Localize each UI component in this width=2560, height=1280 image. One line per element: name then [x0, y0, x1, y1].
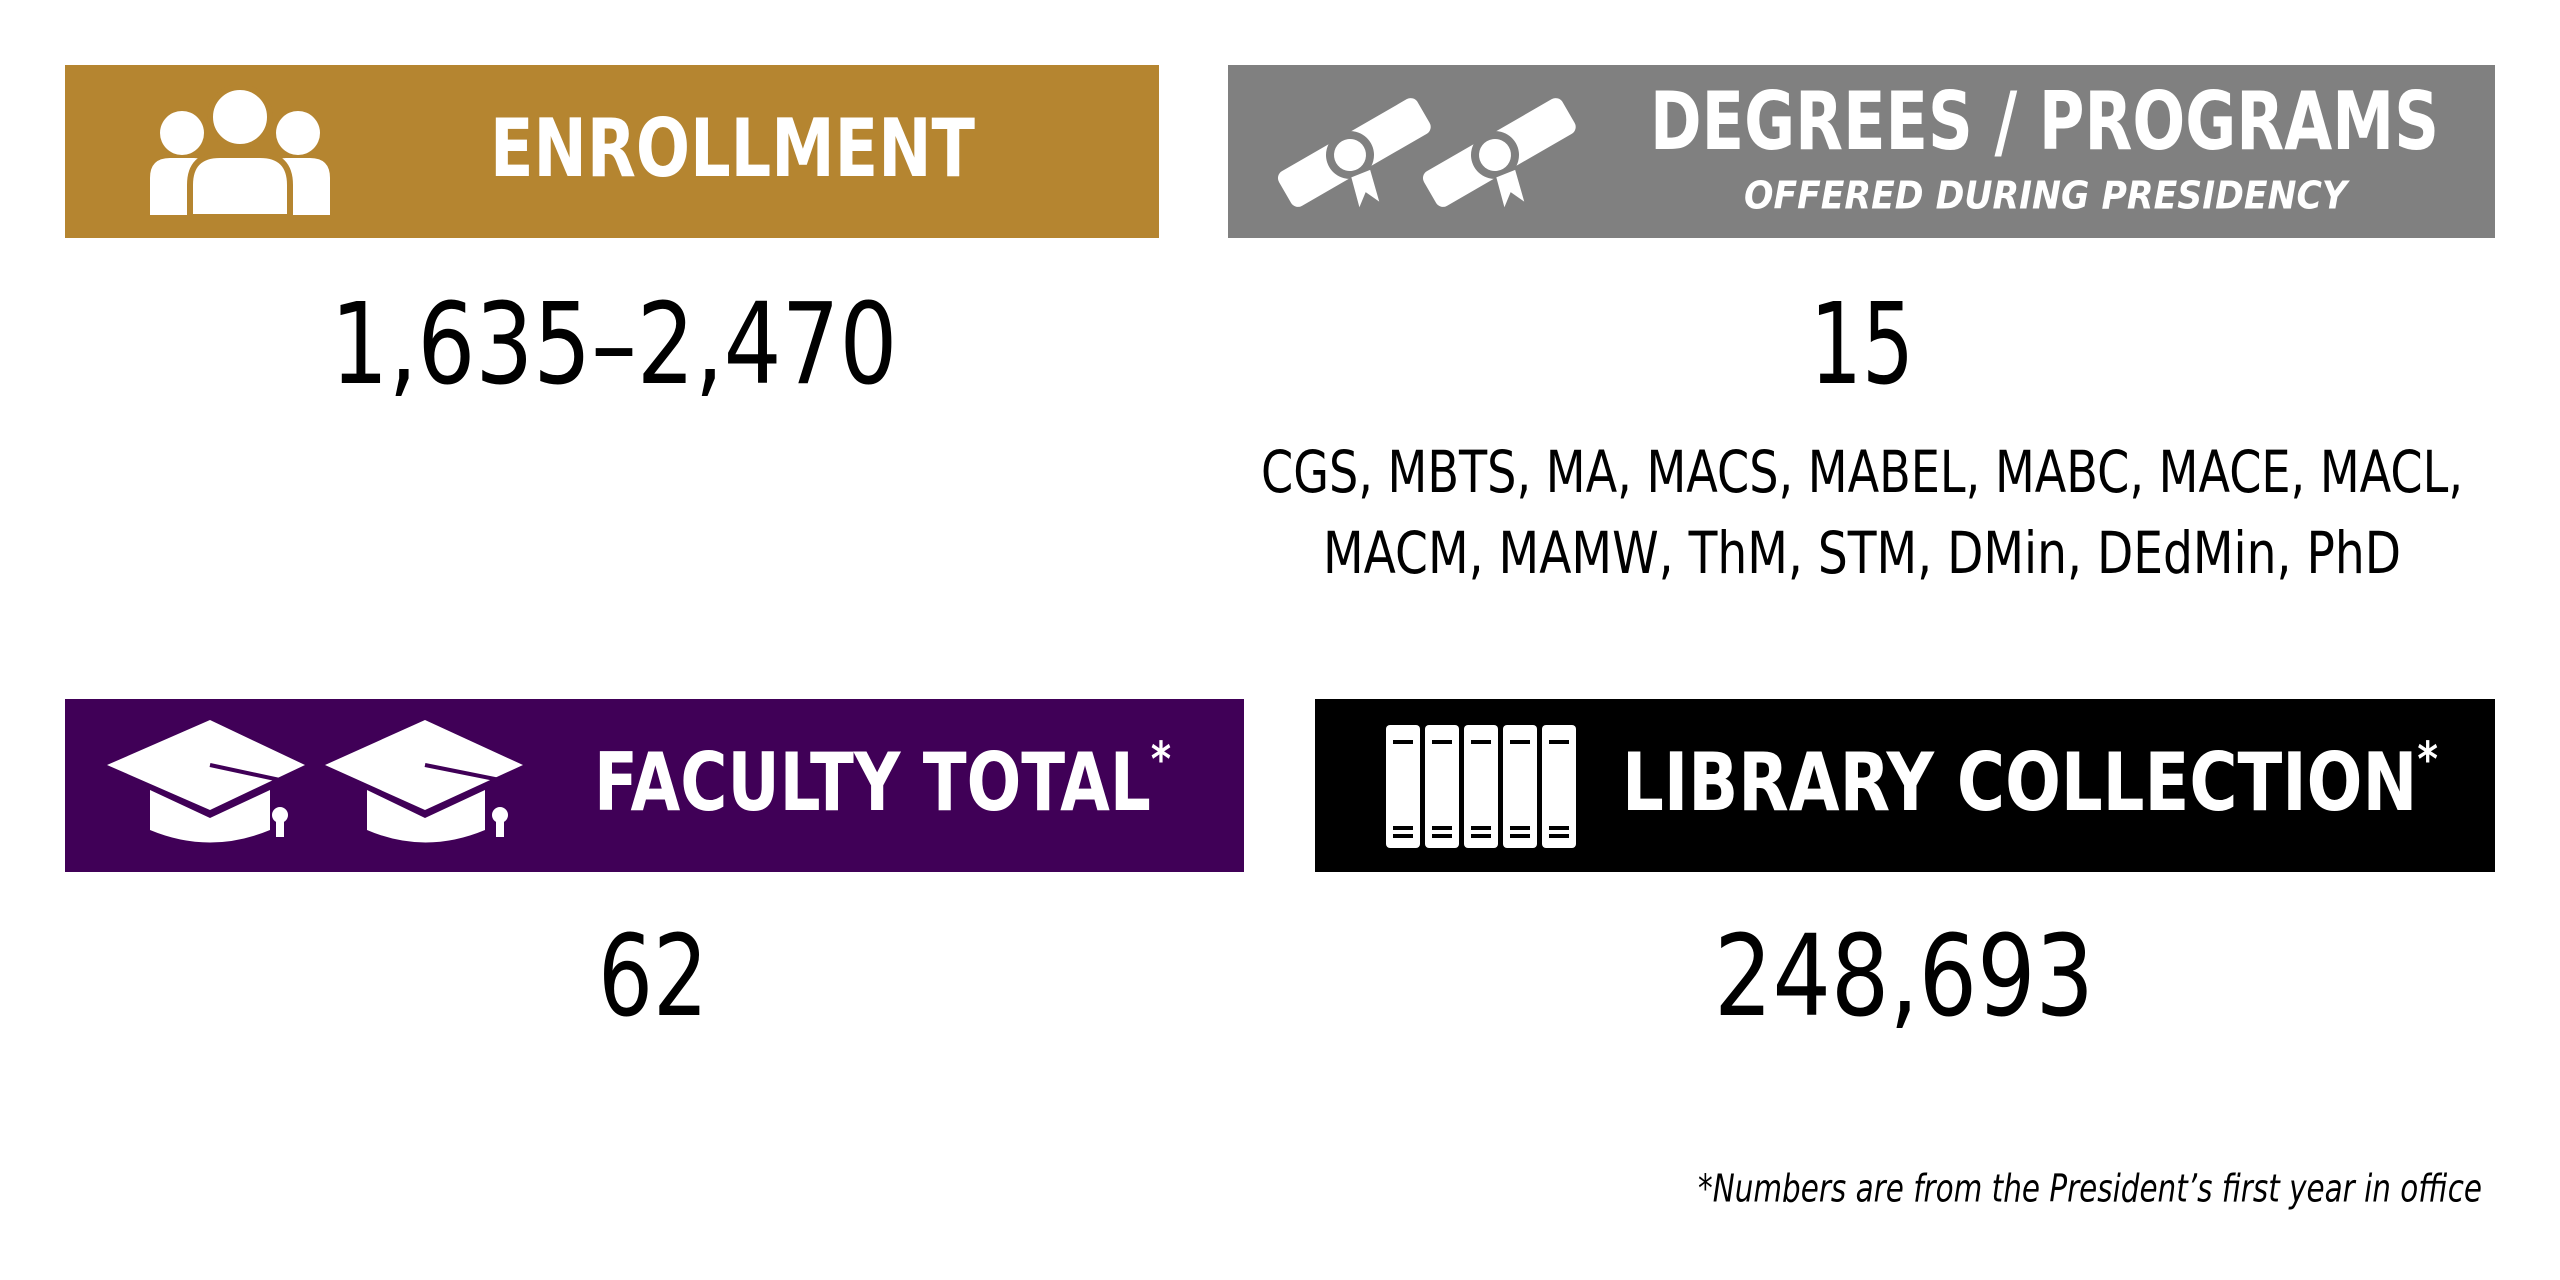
faculty-value: 62	[598, 912, 708, 1042]
degrees-title: DEGREES / PROGRAMS	[1650, 75, 2439, 168]
degrees-banner	[1228, 65, 2495, 238]
diploma-icon	[1277, 98, 1576, 208]
asterisk: *	[2417, 732, 2438, 788]
degrees-value: 15	[1810, 280, 1914, 410]
cap-icon	[107, 720, 523, 843]
degrees-list: MACM, MAMW, ThM, STM, DMin, DEdMin, PhD	[1323, 519, 2401, 587]
people-icon	[150, 84, 330, 220]
footnote: *Numbers are from the President’s first …	[1698, 1167, 2482, 1211]
title-text: LIBRARY COLLECTION	[1622, 736, 2417, 829]
books-icon	[1386, 725, 1576, 848]
degrees-list: CGS, MBTS, MA, MACS, MABEL, MABC, MACE, …	[1261, 438, 2463, 506]
degrees-subtitle: OFFERED DURING PRESIDENCY	[1744, 174, 2350, 218]
enrollment-title: ENROLLMENT	[490, 102, 975, 195]
title-text: FACULTY TOTAL	[594, 736, 1151, 829]
library-title: LIBRARY COLLECTION*	[1622, 732, 2438, 829]
faculty-title: FACULTY TOTAL*	[594, 732, 1171, 829]
library-value: 248,693	[1714, 912, 2094, 1042]
enrollment-value: 1,635–2,470	[331, 280, 898, 410]
asterisk: *	[1151, 732, 1171, 788]
